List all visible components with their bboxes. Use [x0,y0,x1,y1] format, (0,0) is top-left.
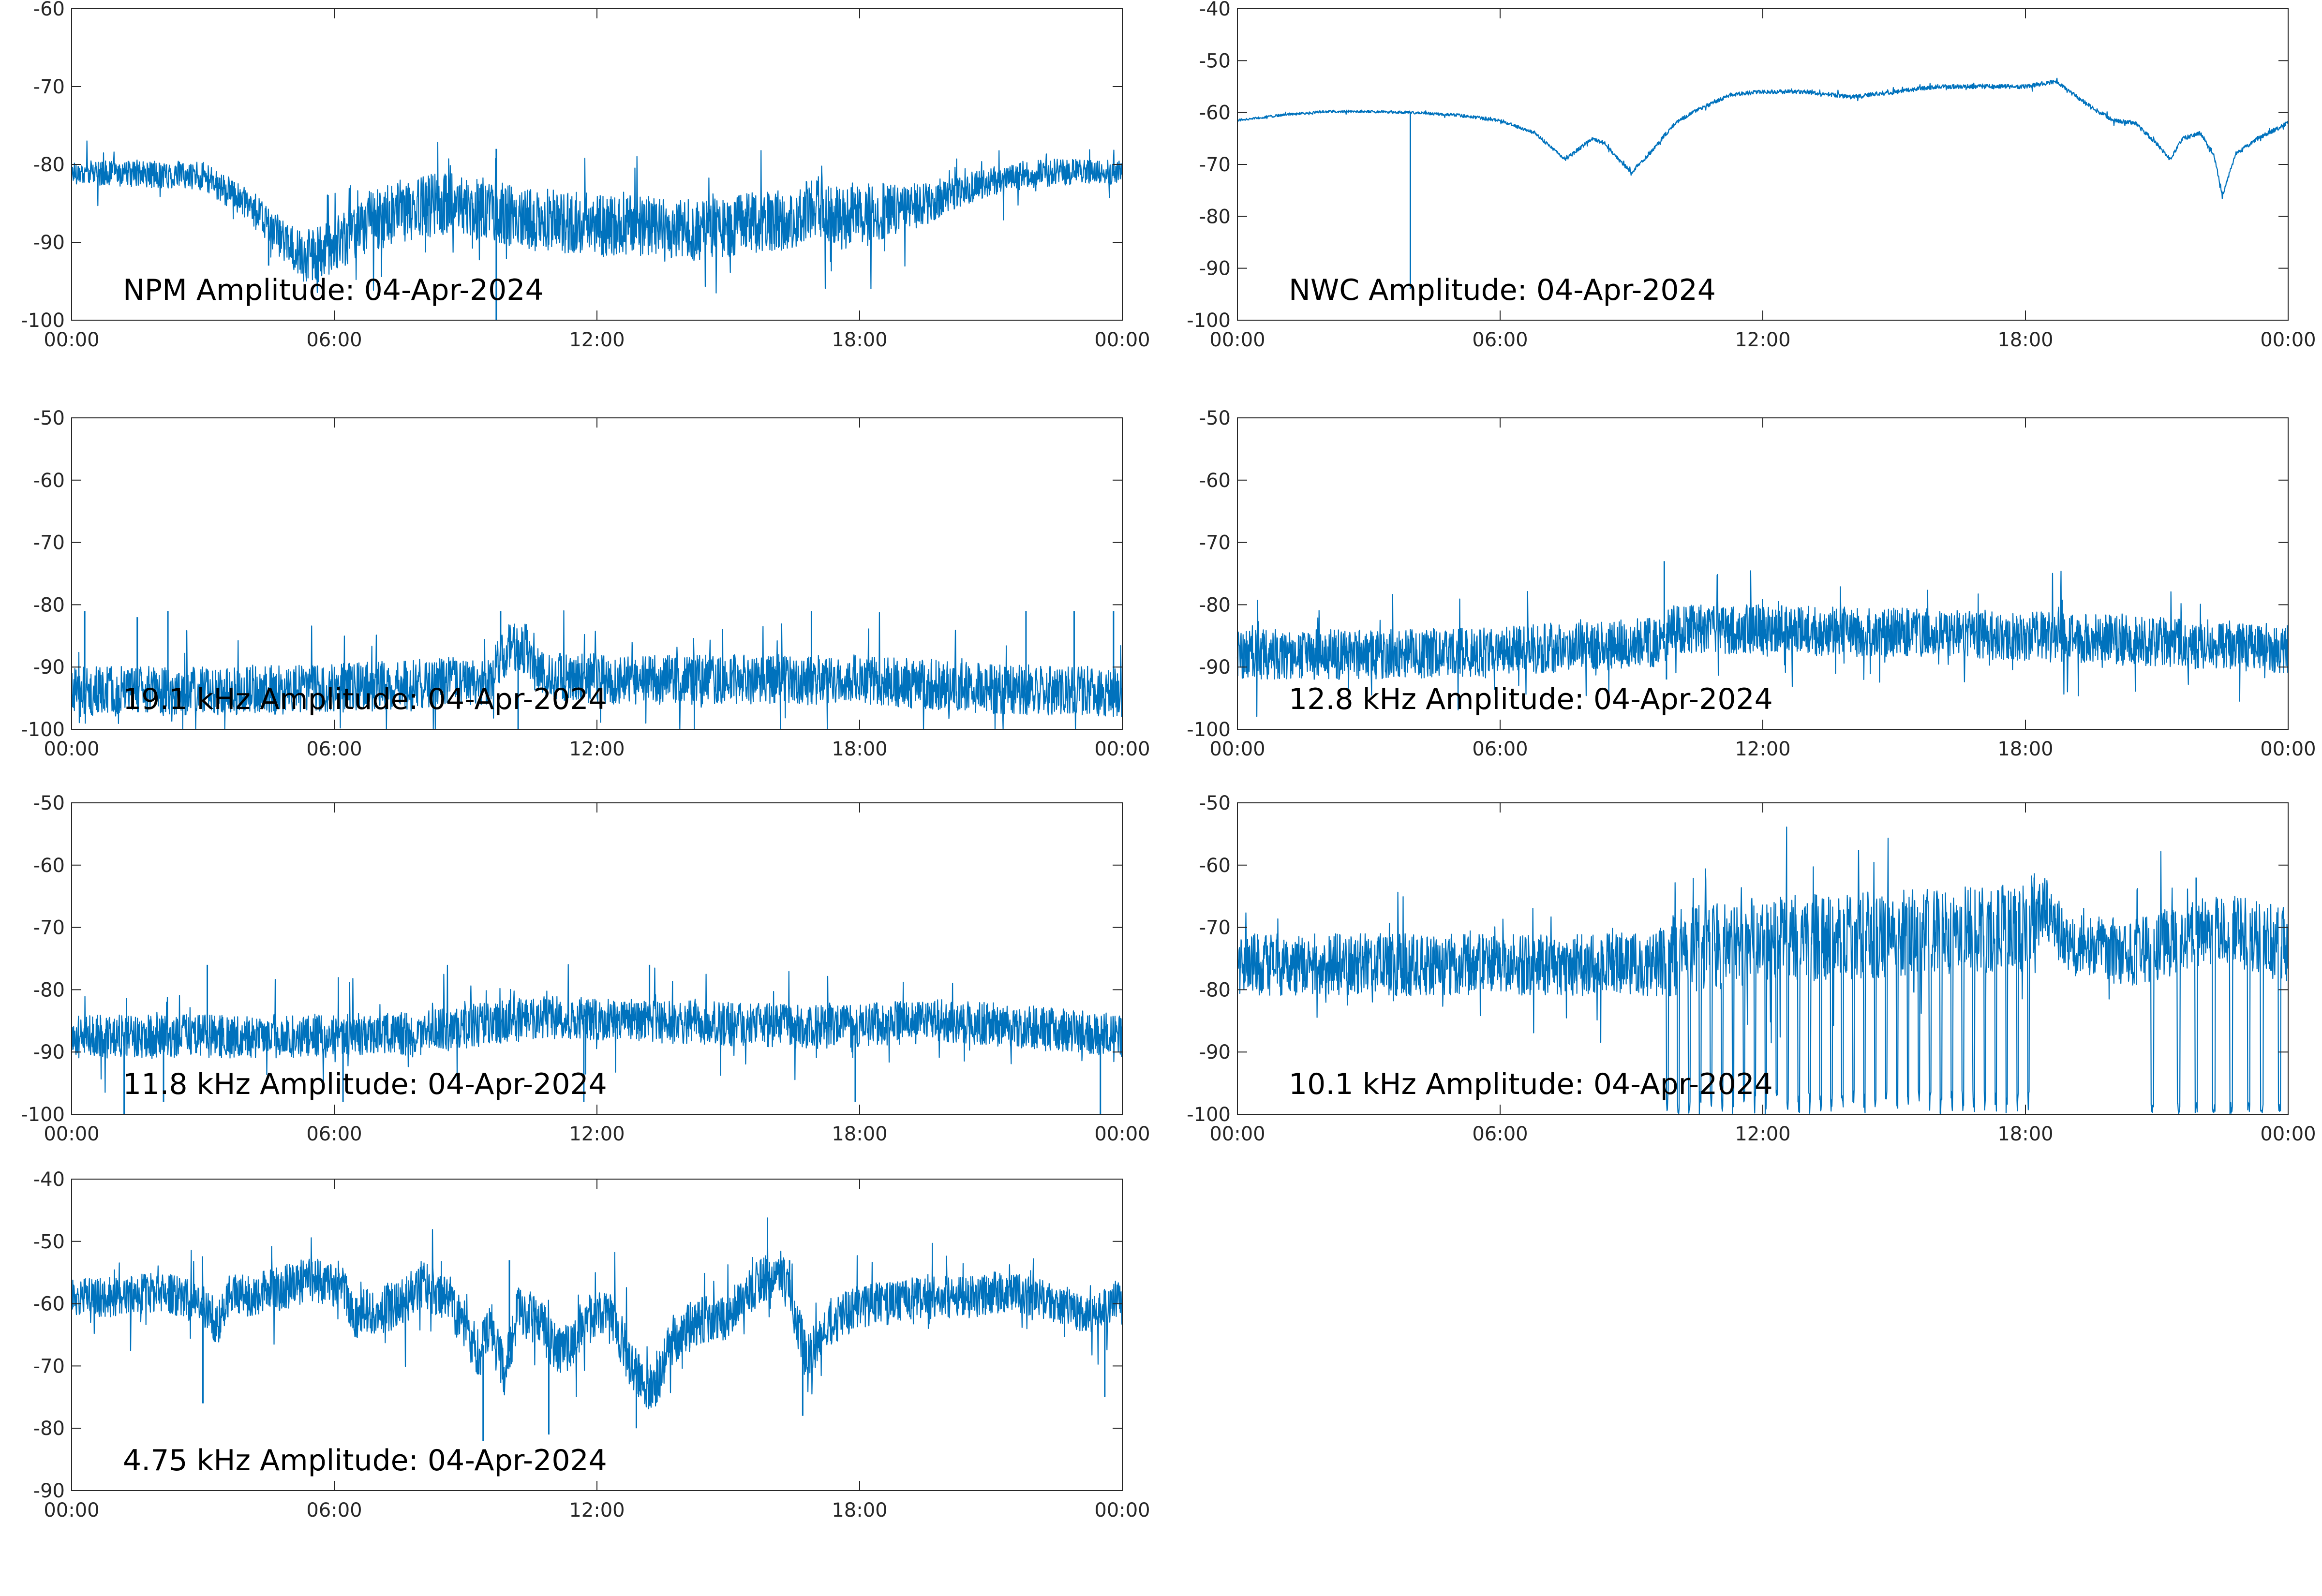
x-tick-label: 06:00 [306,738,362,760]
chart-npm-amplitude: -100 -90 -80 -70 -60 00:00 06:00 12:00 18:00 00:0… [21,0,1150,351]
x-tick-label: 00:00 [2260,738,2316,760]
y-tick-label: -100 [1187,310,1231,332]
chart-title: NWC Amplitude: 04-Apr-2024 [1289,273,1716,307]
x-tick-label: 00:00 [44,738,99,760]
x-tick-label: 18:00 [832,329,887,351]
chart-10-1-khz-amplitude: -100 -90 -80 -70 -60 -50 00:00 06:00 12:00 18:00 0… [1187,792,2316,1145]
series-line [71,610,1123,730]
y-tick-label: -80 [33,979,65,1001]
chart-11-8-khz-amplitude: -100 -90 -80 -70 -60 -50 00:00 06:00 12:00 18:00 0… [21,792,1150,1145]
series-line [71,140,1123,294]
y-tick-label: -70 [33,1355,65,1377]
y-tick-label: -100 [1187,1104,1231,1126]
y-tick-label: -60 [33,1293,65,1315]
x-tick-label: 06:00 [306,1499,362,1522]
x-tick-label: 12:00 [569,738,625,760]
x-tick-label: 00:00 [1209,329,1265,351]
x-tick-label: 00:00 [1209,738,1265,760]
y-tick-label: -70 [33,917,65,939]
x-tick-label: 18:00 [1997,1123,2053,1145]
x-tick-label: 12:00 [1735,738,1790,760]
y-tick-label: -70 [33,532,65,554]
y-tick-label: -50 [1199,50,1231,72]
x-tick-label: 12:00 [569,1499,625,1522]
y-tick-label: -60 [1199,102,1231,124]
x-tick-label: 12:00 [1735,329,1790,351]
x-tick-label: 00:00 [1209,1123,1265,1145]
y-tick-label: -50 [33,407,65,429]
y-tick-label: -90 [33,656,65,679]
y-tick-label: -100 [21,310,65,332]
series-line [1236,827,2289,1115]
x-tick-label: 06:00 [1472,1123,1528,1145]
x-tick-label: 00:00 [1094,1123,1150,1145]
y-tick-label: -40 [1199,0,1231,20]
y-tick-label: -40 [33,1168,65,1191]
x-tick-label: 18:00 [832,738,887,760]
y-tick-label: -100 [21,719,65,741]
y-tick-label: -60 [33,855,65,877]
chart-title: 12.8 kHz Amplitude: 04-Apr-2024 [1289,682,1773,716]
x-tick-label: 18:00 [832,1499,887,1522]
x-tick-label: 00:00 [44,329,99,351]
series-line [1237,77,2289,199]
y-tick-label: -90 [1199,656,1231,679]
x-tick-label: 12:00 [569,1123,625,1145]
y-tick-label: -70 [1199,532,1231,554]
x-tick-label: 18:00 [832,1123,887,1145]
x-tick-label: 00:00 [44,1123,99,1145]
y-tick-label: -70 [1199,154,1231,176]
x-tick-label: 00:00 [1094,329,1150,351]
y-tick-label: -50 [33,792,65,814]
x-tick-label: 00:00 [1094,738,1150,760]
y-tick-label: -80 [33,154,65,176]
chart-12-8-khz-amplitude: -100 -90 -80 -70 -60 -50 00:00 06:00 12:00 18:00 0… [1187,407,2316,760]
chart-title: 4.75 kHz Amplitude: 04-Apr-2024 [123,1444,607,1478]
chart-19-1-khz-amplitude: -100 -90 -80 -70 -60 -50 00:00 06:00 12:00 18:00 0… [21,407,1150,760]
chart-title: NPM Amplitude: 04-Apr-2024 [123,273,544,307]
y-tick-label: -80 [33,1418,65,1440]
x-tick-label: 06:00 [1472,738,1528,760]
x-tick-label: 06:00 [306,1123,362,1145]
y-tick-label: -70 [33,76,65,98]
y-tick-label: -60 [33,0,65,20]
chart-title: 10.1 kHz Amplitude: 04-Apr-2024 [1289,1067,1773,1101]
y-tick-label: -90 [1199,258,1231,280]
chart-title: 11.8 kHz Amplitude: 04-Apr-2024 [123,1067,607,1101]
x-tick-label: 12:00 [1735,1123,1790,1145]
x-tick-label: 18:00 [1997,329,2053,351]
series-line [71,1217,1123,1410]
x-tick-label: 00:00 [2260,329,2316,351]
y-tick-label: -100 [21,1104,65,1126]
y-tick-label: -80 [1199,206,1231,228]
series-line [1236,570,2289,717]
y-tick-label: -90 [1199,1041,1231,1064]
y-tick-label: -90 [33,232,65,254]
x-tick-label: 18:00 [1997,738,2053,760]
chart-title: 19.1 kHz Amplitude: 04-Apr-2024 [123,682,607,716]
x-tick-label: 12:00 [569,329,625,351]
y-tick-label: -80 [33,594,65,616]
x-tick-label: 06:00 [1472,329,1528,351]
x-tick-label: 06:00 [306,329,362,351]
y-tick-label: -50 [1199,407,1231,429]
y-tick-label: -90 [33,1480,65,1502]
y-tick-label: -50 [1199,792,1231,814]
x-tick-label: 00:00 [1094,1499,1150,1522]
y-tick-label: -90 [33,1041,65,1064]
chart-nwc-amplitude: -100 -90 -80 -70 -60 -50 -40 00:00 06:00 12:00 18:… [1187,0,2316,351]
y-tick-label: -80 [1199,594,1231,616]
y-tick-label: -80 [1199,979,1231,1001]
chart-4-75-khz-amplitude: -90 -80 -70 -60 -50 -40 00:00 06:00 12:00 18:00 00… [33,1168,1150,1522]
x-tick-label: 00:00 [2260,1123,2316,1145]
y-tick-label: -70 [1199,917,1231,939]
y-tick-label: -100 [1187,719,1231,741]
y-tick-label: -60 [33,470,65,492]
x-tick-label: 00:00 [44,1499,99,1522]
series-line [71,964,1123,1093]
y-tick-label: -50 [33,1231,65,1253]
y-tick-label: -60 [1199,855,1231,877]
y-tick-label: -60 [1199,470,1231,492]
